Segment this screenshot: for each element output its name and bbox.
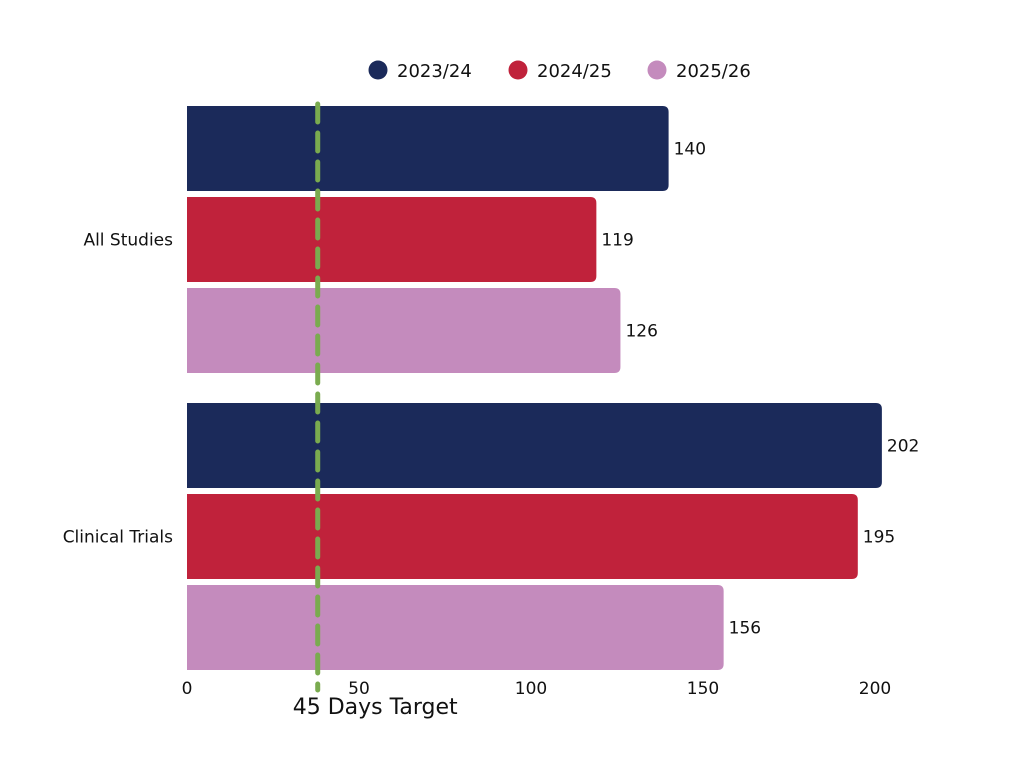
- category-labels: All Studies Clinical Trials: [63, 231, 173, 548]
- data-label: 195: [863, 528, 895, 548]
- data-label: 119: [601, 231, 633, 251]
- bar-clinical-trials-2023-24: [187, 403, 882, 488]
- category-label: All Studies: [83, 231, 173, 251]
- target-line-group: 45 Days Target: [293, 101, 458, 720]
- bar-all-studies-2024-25: [187, 197, 597, 282]
- legend: 2023/24 2024/25 2025/26: [368, 60, 751, 82]
- bar-all-studies-2023-24: [187, 106, 669, 191]
- x-tick-label: 50: [348, 679, 370, 699]
- legend-label: 2023/24: [397, 61, 472, 82]
- data-label: 126: [625, 322, 657, 342]
- legend-marker-2023-24: [368, 60, 388, 80]
- x-tick-label: 150: [687, 679, 719, 699]
- data-label: 156: [729, 619, 761, 639]
- data-labels: 140 119 126 202 195 156: [601, 140, 919, 639]
- x-axis-ticks: 0 50 100 150 200: [182, 679, 892, 699]
- bar-clinical-trials-2025-26: [187, 585, 724, 670]
- bar-all-studies-2025-26: [187, 288, 621, 373]
- category-label: Clinical Trials: [63, 528, 173, 548]
- x-tick-label: 100: [515, 679, 547, 699]
- data-label: 140: [674, 140, 706, 160]
- x-tick-label: 0: [182, 679, 193, 699]
- bar-clinical-trials-2024-25: [187, 494, 858, 579]
- legend-label: 2025/26: [676, 61, 751, 82]
- legend-label: 2024/25: [537, 61, 612, 82]
- legend-marker-2024-25: [508, 60, 528, 80]
- legend-marker-2025-26: [647, 60, 667, 80]
- bars: [187, 106, 882, 670]
- data-label: 202: [887, 437, 919, 457]
- target-line-label: 45 Days Target: [293, 695, 458, 720]
- x-tick-label: 200: [859, 679, 891, 699]
